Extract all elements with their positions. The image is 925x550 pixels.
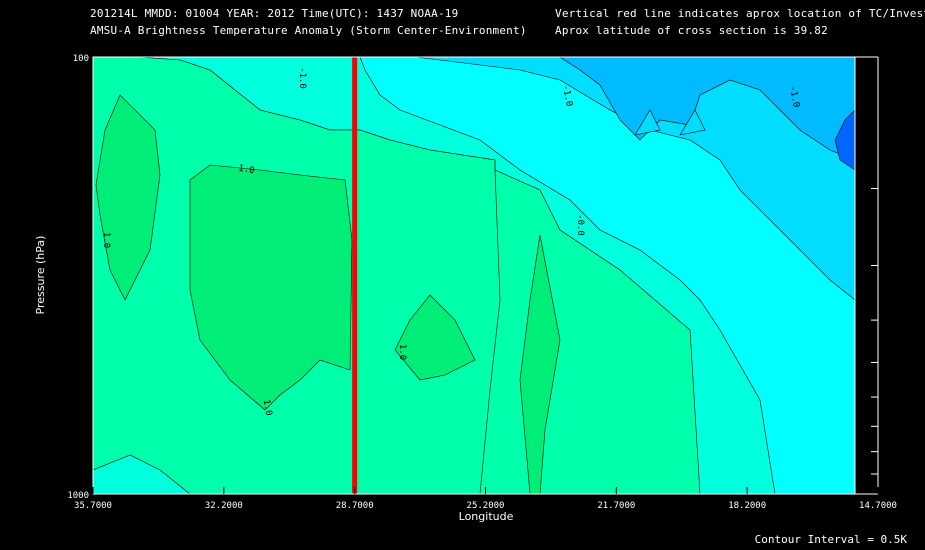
contour-label: 1.0 (101, 232, 111, 248)
x-tick-label: 18.2000 (728, 501, 766, 511)
x-tick-label: 25.2000 (467, 501, 505, 511)
x-tick-label: 28.7000 (336, 501, 374, 511)
contour-label: 1.0 (397, 344, 407, 360)
plot-frame (92, 56, 856, 495)
region-neg1-hole-b (679, 109, 706, 136)
y-tick-label: 100 (73, 54, 89, 64)
x-tick-label: 14.7000 (859, 501, 897, 511)
region-pos1-mid (394, 294, 476, 381)
y-axis-title: Pressure (hPa) (34, 236, 47, 315)
x-tick-label: 32.2000 (205, 501, 243, 511)
region-pos1-left (95, 94, 161, 301)
contour-interval: Contour Interval = 0.5K (754, 533, 907, 546)
header-line-2: AMSU-A Brightness Temperature Anomaly (S… (90, 24, 527, 37)
contour-label: -1.0 (787, 85, 801, 108)
contour-label: 1.0 (261, 399, 274, 417)
x-tick-label: 35.7000 (74, 501, 112, 511)
contour-label: -1.0 (560, 84, 574, 107)
region-pos1-main (189, 164, 353, 411)
anomaly-regions (92, 56, 856, 495)
header-line-1: 201214L MMDD: 01004 YEAR: 2012 Time(UTC)… (90, 7, 459, 20)
x-tick-label: 21.7000 (597, 501, 635, 511)
contour-label: -0.0 (575, 214, 585, 236)
contour-label: -1.0 (297, 67, 307, 89)
region-neg1-hole-a (634, 109, 661, 136)
y-tick-label: 1000 (67, 491, 89, 501)
region-neg1 (414, 56, 856, 301)
header-note-1: Vertical red line indicates aprox locati… (555, 7, 925, 20)
header-note-2: Aprox latitude of cross section is 39.82 (555, 24, 828, 37)
x-axis-title: Longitude (459, 510, 514, 523)
contour-label: 1.0 (237, 164, 255, 177)
